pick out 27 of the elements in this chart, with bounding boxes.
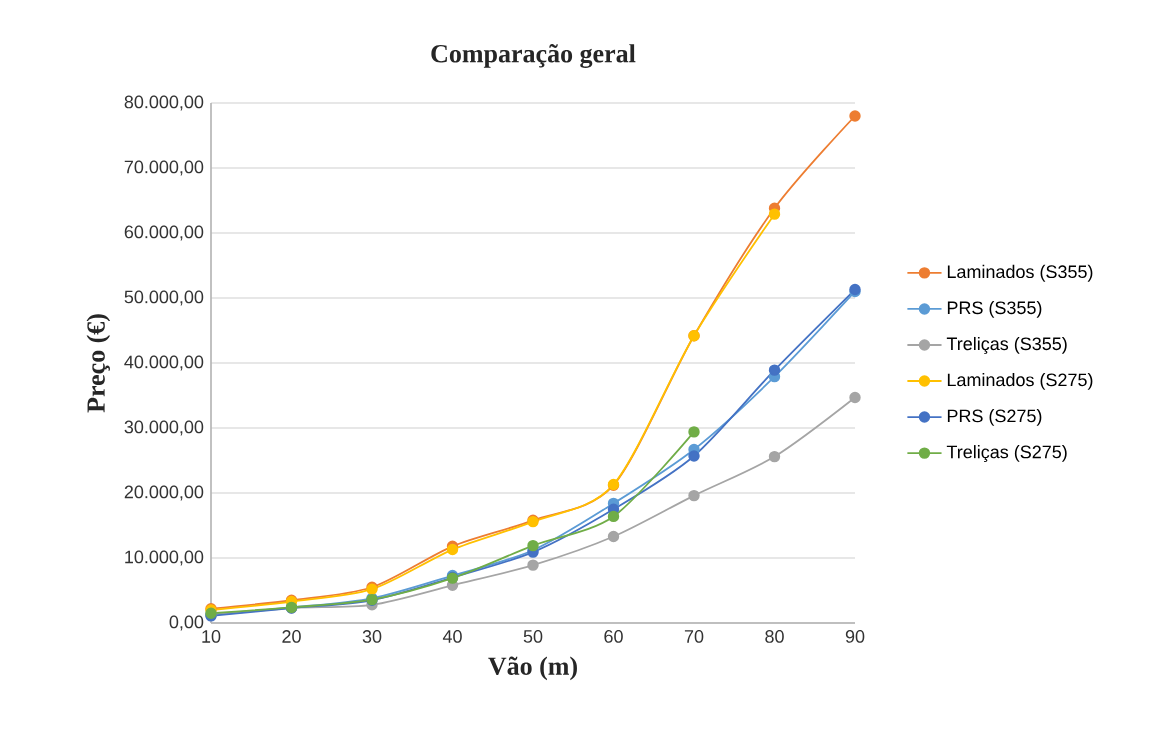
y-tick-label: 10.000,00 <box>125 550 204 566</box>
y-tick-label: 30.000,00 <box>124 420 204 436</box>
x-tick-label: 60 <box>604 630 623 643</box>
x-tick-label: 70 <box>684 630 704 643</box>
x-tick-label: 10 <box>202 630 221 643</box>
x-tick-label: 20 <box>282 630 301 643</box>
y-tick-label: 40.000,00 <box>124 355 204 371</box>
x-tick-label: 30 <box>362 630 382 643</box>
y-tick-label: 70.000,00 <box>124 160 204 176</box>
legend-label: PRS (S355) <box>947 300 1042 318</box>
legend-label: Laminados (S275) <box>947 373 1093 390</box>
legend-label: PRS (S275) <box>947 409 1042 426</box>
y-tick-label: 80.000,00 <box>124 95 204 111</box>
y-tick-label: 50.000,00 <box>124 290 204 306</box>
x-tick-label: 40 <box>442 630 462 643</box>
x-tick-label: 90 <box>845 630 865 643</box>
legend-label: Treliças (S355) <box>946 336 1067 354</box>
y-tick-label: 20.000,00 <box>124 485 204 501</box>
x-tick-label: 80 <box>765 630 784 643</box>
chart-title: Comparação geral <box>431 44 636 68</box>
y-tick-label: 60.000,00 <box>124 225 204 241</box>
x-tick-label: 50 <box>523 630 543 643</box>
legend-label: Laminados (S355) <box>947 264 1093 282</box>
y-tick-label: 0,00 <box>169 615 204 631</box>
legend-label: Treliças (S275) <box>946 445 1067 462</box>
x-axis-title: Vão (m) <box>488 656 577 681</box>
y-axis-title: Preço (€) <box>86 314 111 413</box>
